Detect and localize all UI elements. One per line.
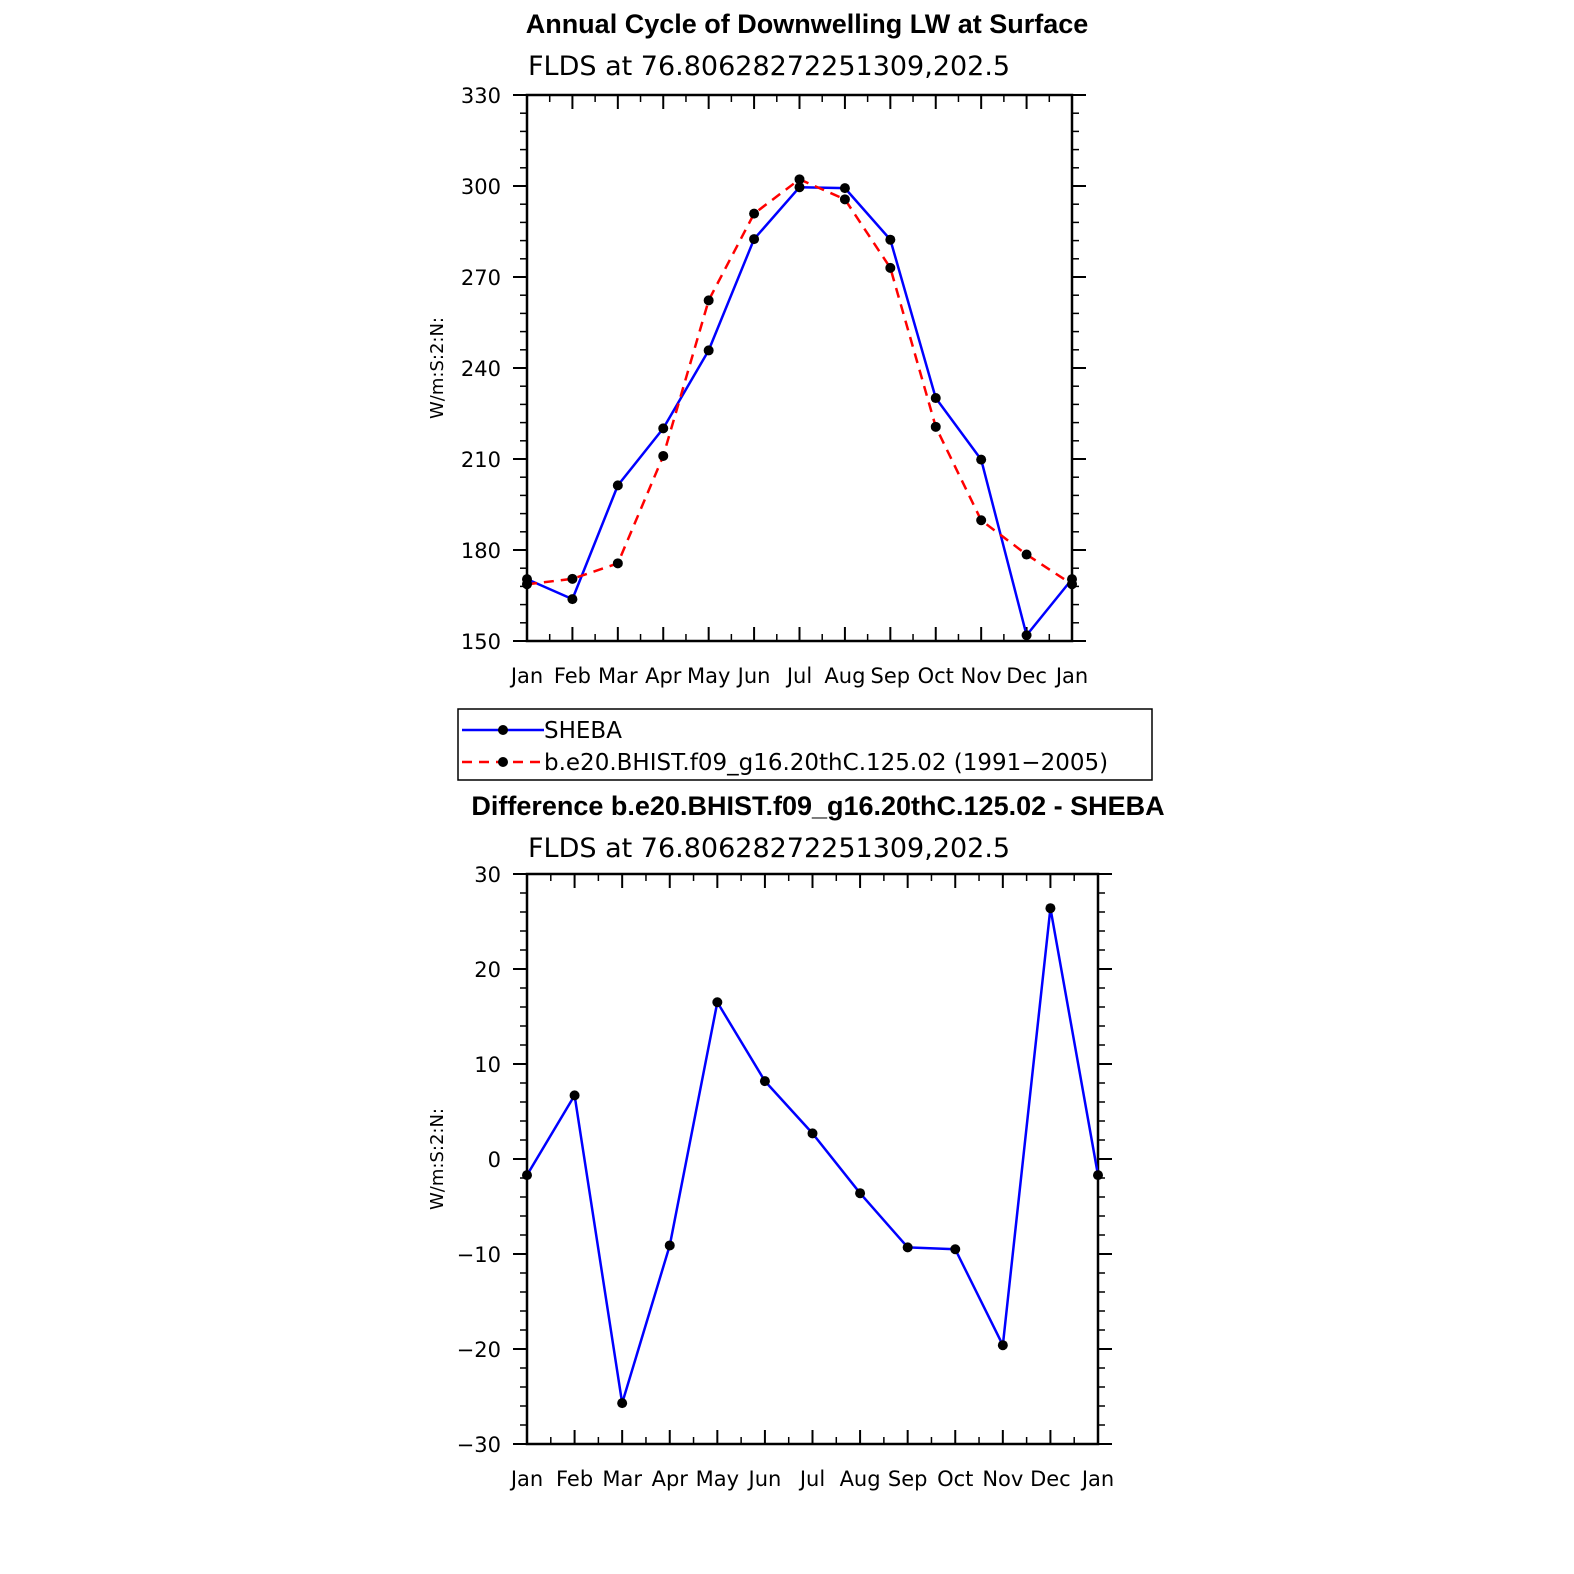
x-tick-label: Aug <box>824 664 865 688</box>
data-point <box>930 393 941 404</box>
legend-marker-sheba <box>498 725 508 735</box>
data-point <box>976 454 987 465</box>
x-tick-label: May <box>687 664 730 688</box>
chart-subtitle: FLDS at 76.80628272251309,202.5 <box>528 51 1010 82</box>
data-point <box>1021 549 1032 560</box>
y-tick-label: 210 <box>461 448 501 472</box>
x-tick-label: Jul <box>785 664 812 688</box>
y-tick-label: 330 <box>461 84 501 108</box>
data-point <box>658 450 669 461</box>
data-point <box>522 579 532 590</box>
x-tick-label: Sep <box>871 664 911 688</box>
y-tick-label: 0 <box>488 1148 501 1172</box>
x-tick-label: Mar <box>602 1467 642 1491</box>
x-tick-label: Jan <box>509 664 543 688</box>
x-tick-label: Feb <box>556 1467 593 1491</box>
y-tick-label: 270 <box>461 266 501 290</box>
data-point <box>612 480 623 491</box>
series-line-0 <box>526 185 1073 637</box>
legend: SHEBA b.e20.BHIST.f09_g16.20thC.125.02 (… <box>457 708 1153 781</box>
y-tick-label: −10 <box>457 1243 501 1267</box>
data-point <box>997 1340 1008 1351</box>
legend-marker-model <box>498 757 508 767</box>
data-point <box>1045 903 1056 914</box>
y-tick-label: 30 <box>474 863 501 887</box>
data-point <box>794 174 805 185</box>
chart-title: Annual Cycle of Downwelling LW at Surfac… <box>526 9 1089 39</box>
data-point <box>749 234 760 245</box>
data-point <box>658 423 669 434</box>
legend-label-model: b.e20.BHIST.f09_g16.20thC.125.02 (1991−2… <box>544 750 1108 776</box>
axes: Jan Feb Mar Apr May Jun Jul Aug Sep Oct Nov Dec Jan 1… <box>427 84 1088 688</box>
data-point <box>885 262 896 273</box>
x-tick-label: Nov <box>982 1467 1023 1491</box>
data-point <box>950 1244 961 1255</box>
data-point <box>902 1242 913 1253</box>
y-axis-label: W/m:S:2:N: <box>427 1108 448 1210</box>
x-tick-label: Apr <box>645 664 682 688</box>
data-point <box>794 182 805 193</box>
data-point <box>567 594 578 605</box>
data-point <box>930 421 941 432</box>
data-point <box>567 573 578 584</box>
x-tick-label: Sep <box>888 1467 928 1491</box>
x-tick-label: Jan <box>1054 664 1088 688</box>
x-tick-label: Dec <box>1030 1467 1071 1491</box>
y-tick-label: 150 <box>461 630 501 654</box>
y-tick-label: −20 <box>457 1338 501 1362</box>
data-point <box>617 1398 628 1409</box>
x-tick-label: Jan <box>509 1467 543 1491</box>
data-point <box>569 1090 580 1101</box>
difference-chart: Difference b.e20.BHIST.f09_g16.20thC.125… <box>427 791 1165 1491</box>
data-point <box>749 208 760 219</box>
y-tick-label: 180 <box>461 539 501 563</box>
x-tick-label: Jun <box>736 664 771 688</box>
y-tick-label: 10 <box>474 1053 501 1077</box>
data-point <box>703 345 714 356</box>
x-tick-label: Oct <box>918 664 954 688</box>
x-tick-label: Dec <box>1006 664 1047 688</box>
data-point <box>855 1188 866 1199</box>
x-tick-label: Nov <box>961 664 1002 688</box>
y-tick-label: 240 <box>461 357 501 381</box>
series-layer <box>522 903 1103 1409</box>
x-tick-label: Mar <box>598 664 638 688</box>
x-tick-label: Oct <box>937 1467 973 1491</box>
x-tick-label: Jul <box>798 1467 825 1491</box>
data-point <box>612 558 623 569</box>
plot-frame <box>525 872 1100 1446</box>
data-point <box>1067 579 1077 590</box>
series-layer <box>522 174 1077 641</box>
data-point <box>712 997 723 1008</box>
y-tick-label: −30 <box>457 1433 501 1457</box>
data-point <box>1093 1170 1103 1181</box>
series-line-0 <box>525 906 1100 1405</box>
x-tick-label: Aug <box>840 1467 881 1491</box>
x-tick-label: May <box>696 1467 739 1491</box>
series-line-1 <box>526 178 1073 586</box>
data-point <box>759 1076 770 1087</box>
chart-subtitle: FLDS at 76.80628272251309,202.5 <box>528 833 1010 864</box>
x-tick-label: Feb <box>554 664 591 688</box>
chart-title: Difference b.e20.BHIST.f09_g16.20thC.125… <box>471 791 1164 821</box>
legend-label-sheba: SHEBA <box>544 718 622 744</box>
data-point <box>703 295 714 306</box>
y-tick-label: 300 <box>461 175 501 199</box>
y-tick-label: 20 <box>474 958 501 982</box>
data-point <box>839 183 850 194</box>
x-tick-label: Jan <box>1080 1467 1114 1491</box>
data-point <box>976 515 987 526</box>
legend-box <box>457 708 1153 781</box>
annual-cycle-chart: Annual Cycle of Downwelling LW at Surfac… <box>427 9 1153 781</box>
x-tick-label: Apr <box>652 1467 689 1491</box>
data-point <box>807 1128 818 1139</box>
data-point <box>839 194 850 205</box>
data-point <box>522 1170 532 1181</box>
data-point <box>885 234 896 245</box>
data-point <box>664 1240 675 1251</box>
x-tick-label: Jun <box>747 1467 782 1491</box>
y-axis-label: W/m:S:2:N: <box>427 317 448 419</box>
data-point <box>1021 630 1032 641</box>
